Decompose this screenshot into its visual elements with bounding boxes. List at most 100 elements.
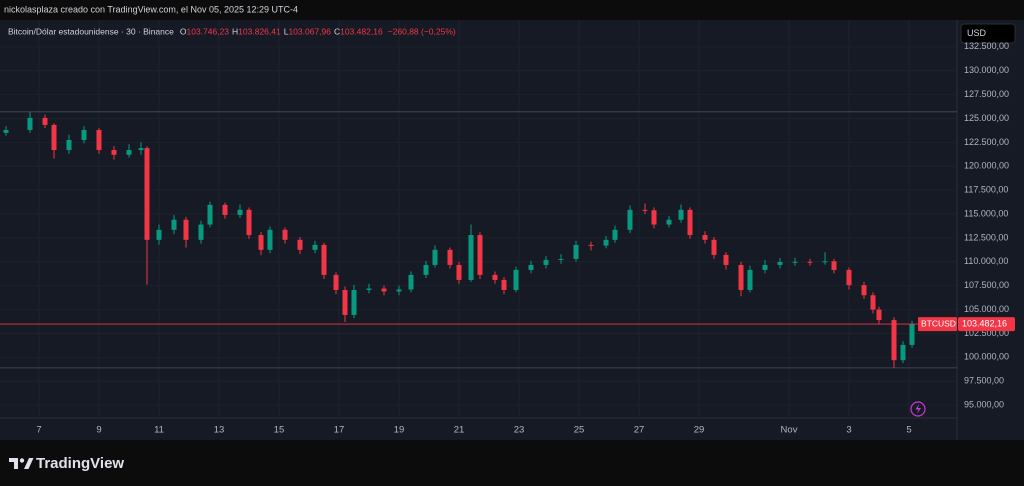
y-tick-label: 120.000,00 <box>964 161 1009 171</box>
candle-body <box>42 117 48 125</box>
x-tick-label: 9 <box>96 425 101 436</box>
y-tick-label: 127.500,00 <box>964 89 1009 99</box>
x-tick-label: 17 <box>334 425 345 436</box>
candle-body <box>501 279 507 290</box>
legend-value: 103.826,41 <box>238 26 281 36</box>
legend-key: H <box>232 26 238 36</box>
candle-body <box>762 264 768 270</box>
y-tick-label: 122.500,00 <box>964 137 1009 147</box>
author-line: nickolasplaza creado con TradingView.com… <box>4 4 298 14</box>
candle-body <box>642 209 648 211</box>
legend-change: −260,88 (−0,25%) <box>388 26 456 36</box>
candle-body <box>423 264 429 275</box>
candle-body <box>312 244 318 250</box>
symbol-title: Bitcoin/Dólar estadounidense · 30 · Bina… <box>8 26 174 36</box>
candle-body <box>588 244 594 246</box>
candle-body <box>297 239 303 250</box>
candle-body <box>777 261 783 265</box>
ticker-tag <box>918 317 957 332</box>
price-tag <box>958 317 1015 332</box>
candle-body <box>702 235 708 240</box>
candle-body <box>351 289 357 315</box>
candle-body <box>66 139 72 151</box>
candle-body <box>27 117 33 130</box>
x-tick-label: 21 <box>454 425 465 436</box>
legend-key: L <box>284 26 289 36</box>
y-tick-label: 110.000,00 <box>964 256 1008 266</box>
candle-body <box>381 288 387 292</box>
candle-body <box>258 235 264 250</box>
candle-body <box>861 285 867 296</box>
alert-icon[interactable] <box>910 401 926 417</box>
x-tick-label: 3 <box>846 425 851 436</box>
x-tick-label: 7 <box>36 425 41 436</box>
candle-body <box>468 235 474 280</box>
candle-body <box>222 204 228 215</box>
candle-body <box>627 209 633 230</box>
brand-name: TradingView <box>36 455 124 472</box>
legend-value: 103.067,96 <box>288 26 331 36</box>
y-tick-label: 130.000,00 <box>964 65 1009 75</box>
currency-box[interactable] <box>960 23 1016 44</box>
candle-body <box>909 324 915 345</box>
currency[interactable]: USD <box>967 28 987 38</box>
candle-body <box>900 344 906 361</box>
candle-body <box>267 229 273 250</box>
candle-body <box>342 289 348 315</box>
candle-body <box>156 229 162 240</box>
legend-key: C <box>334 26 340 36</box>
candle-body <box>237 209 243 215</box>
legend-value: 103.482,16 <box>340 26 383 36</box>
x-tick-label: 19 <box>394 425 405 436</box>
candle-body <box>396 289 402 292</box>
candle-body <box>456 264 462 280</box>
candle-body <box>333 274 339 290</box>
candle-body <box>747 269 753 290</box>
candle-body <box>807 261 813 263</box>
candle-body <box>822 261 828 263</box>
candle-body <box>666 219 672 225</box>
candle-body <box>246 209 252 236</box>
ohlc-legend: Bitcoin/Dólar estadounidense · 30 · Bina… <box>8 26 174 36</box>
candle-body <box>492 274 498 280</box>
y-tick-label: 97.500,00 <box>964 376 1004 386</box>
candle-body <box>723 254 729 265</box>
candle-body <box>171 219 177 230</box>
y-tick-label: 95.000,00 <box>964 399 1004 409</box>
x-tick-label: Nov <box>781 425 798 436</box>
candle-body <box>3 129 9 133</box>
candle-body <box>687 209 693 236</box>
candle-body <box>891 320 897 361</box>
candle-body <box>543 259 549 265</box>
candle-body <box>96 129 102 151</box>
y-tick-label: 100.000,00 <box>964 352 1009 362</box>
candle-body <box>528 264 534 270</box>
x-tick-label: 23 <box>514 425 525 436</box>
candle-body <box>366 288 372 290</box>
candle-body <box>477 235 483 275</box>
ticker-label: BTCUSD <box>921 318 956 328</box>
y-tick-label: 112.500,00 <box>964 232 1008 242</box>
candle-body <box>138 148 144 151</box>
candle-body <box>447 249 453 265</box>
candle-body <box>846 269 852 286</box>
candle-body <box>603 239 609 246</box>
x-tick-label: 29 <box>694 425 705 436</box>
y-tick-label: 125.000,00 <box>964 113 1009 123</box>
candle-body <box>81 129 87 140</box>
candle-body <box>282 229 288 240</box>
last-price-label: 103.482,16 <box>962 318 1007 328</box>
candle-body <box>831 261 837 270</box>
x-tick-label: 5 <box>906 425 911 436</box>
alert-bolt <box>915 404 921 414</box>
x-tick-label: 25 <box>574 425 585 436</box>
chart-panel <box>0 20 1024 440</box>
candle-body <box>678 209 684 220</box>
candle-body <box>408 274 414 290</box>
candle-body <box>738 264 744 290</box>
legend-key: O <box>180 26 187 36</box>
legend-value: 103.746,23 <box>186 26 229 36</box>
y-tick-label: 117.500,00 <box>964 185 1008 195</box>
candle-body <box>513 269 519 290</box>
candle-body <box>876 309 882 321</box>
